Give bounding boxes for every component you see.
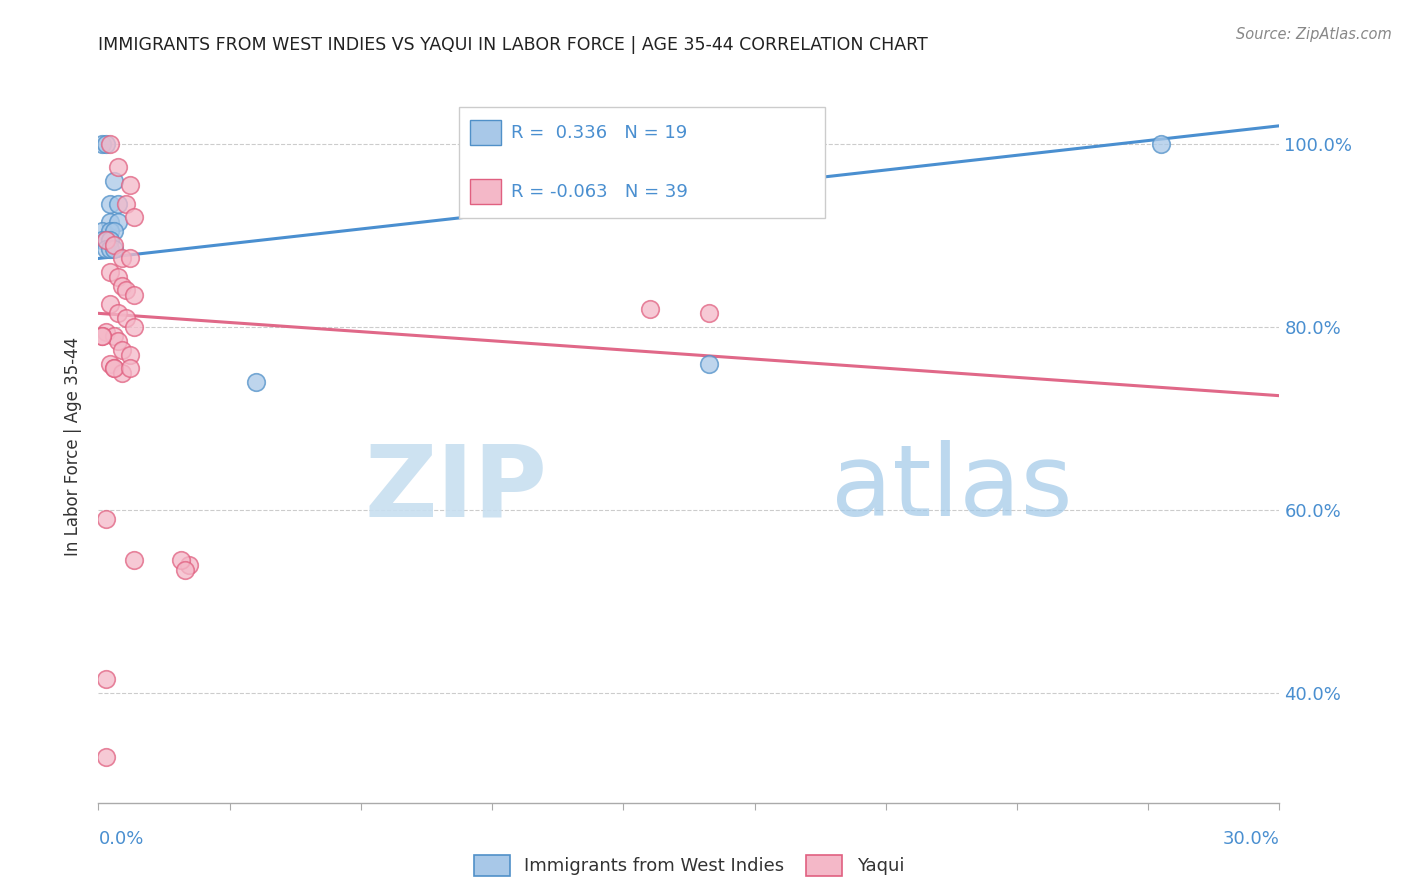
Text: R =  0.336   N = 19: R = 0.336 N = 19 <box>510 124 688 142</box>
Point <box>103 224 125 238</box>
Point <box>96 233 118 247</box>
Point <box>96 673 118 687</box>
Point <box>91 329 114 343</box>
Point <box>98 215 121 229</box>
Point <box>107 196 129 211</box>
Point <box>118 361 141 376</box>
Point <box>103 174 125 188</box>
Point <box>107 215 129 229</box>
Point <box>697 357 720 371</box>
Point <box>96 137 118 152</box>
Point <box>96 233 118 247</box>
Point <box>98 224 121 238</box>
Point <box>98 265 121 279</box>
Point <box>122 320 145 334</box>
Point <box>103 237 125 252</box>
Point <box>96 325 118 339</box>
Point <box>118 252 141 266</box>
Point <box>111 366 134 380</box>
Point <box>118 178 141 193</box>
Point <box>107 334 129 348</box>
Point <box>697 306 720 320</box>
Point <box>122 553 145 567</box>
Point <box>91 137 114 152</box>
Point <box>96 242 118 256</box>
Point <box>115 310 138 325</box>
Point <box>174 562 197 576</box>
Text: atlas: atlas <box>831 441 1073 537</box>
Point <box>122 288 145 302</box>
Point <box>98 242 121 256</box>
Point <box>107 306 129 320</box>
Point <box>115 196 138 211</box>
Point <box>118 347 141 361</box>
Point <box>111 279 134 293</box>
Text: 30.0%: 30.0% <box>1223 830 1279 847</box>
Text: R = -0.063   N = 39: R = -0.063 N = 39 <box>510 183 688 201</box>
Point <box>96 512 118 526</box>
Text: ZIP: ZIP <box>364 441 547 537</box>
Point <box>170 553 193 567</box>
Point <box>111 252 134 266</box>
Point <box>91 233 114 247</box>
Point <box>103 329 125 343</box>
Point <box>245 375 267 389</box>
Point <box>111 343 134 357</box>
Point <box>107 160 129 174</box>
Point <box>1150 137 1173 152</box>
Y-axis label: In Labor Force | Age 35-44: In Labor Force | Age 35-44 <box>65 336 83 556</box>
Point <box>177 558 200 572</box>
Point <box>103 361 125 376</box>
Point <box>98 137 121 152</box>
Point <box>98 196 121 211</box>
Point <box>103 242 125 256</box>
Point <box>96 750 118 764</box>
Point <box>638 301 661 316</box>
Point <box>107 269 129 284</box>
Point <box>122 211 145 225</box>
Point <box>98 233 121 247</box>
Point <box>115 284 138 298</box>
Point <box>98 297 121 311</box>
Point <box>98 357 121 371</box>
Point <box>91 329 114 343</box>
Text: IMMIGRANTS FROM WEST INDIES VS YAQUI IN LABOR FORCE | AGE 35-44 CORRELATION CHAR: IMMIGRANTS FROM WEST INDIES VS YAQUI IN … <box>98 36 928 54</box>
Text: 0.0%: 0.0% <box>98 830 143 847</box>
Legend: Immigrants from West Indies, Yaqui: Immigrants from West Indies, Yaqui <box>463 844 915 887</box>
Point <box>103 361 125 376</box>
Text: Source: ZipAtlas.com: Source: ZipAtlas.com <box>1236 27 1392 42</box>
Point <box>91 224 114 238</box>
